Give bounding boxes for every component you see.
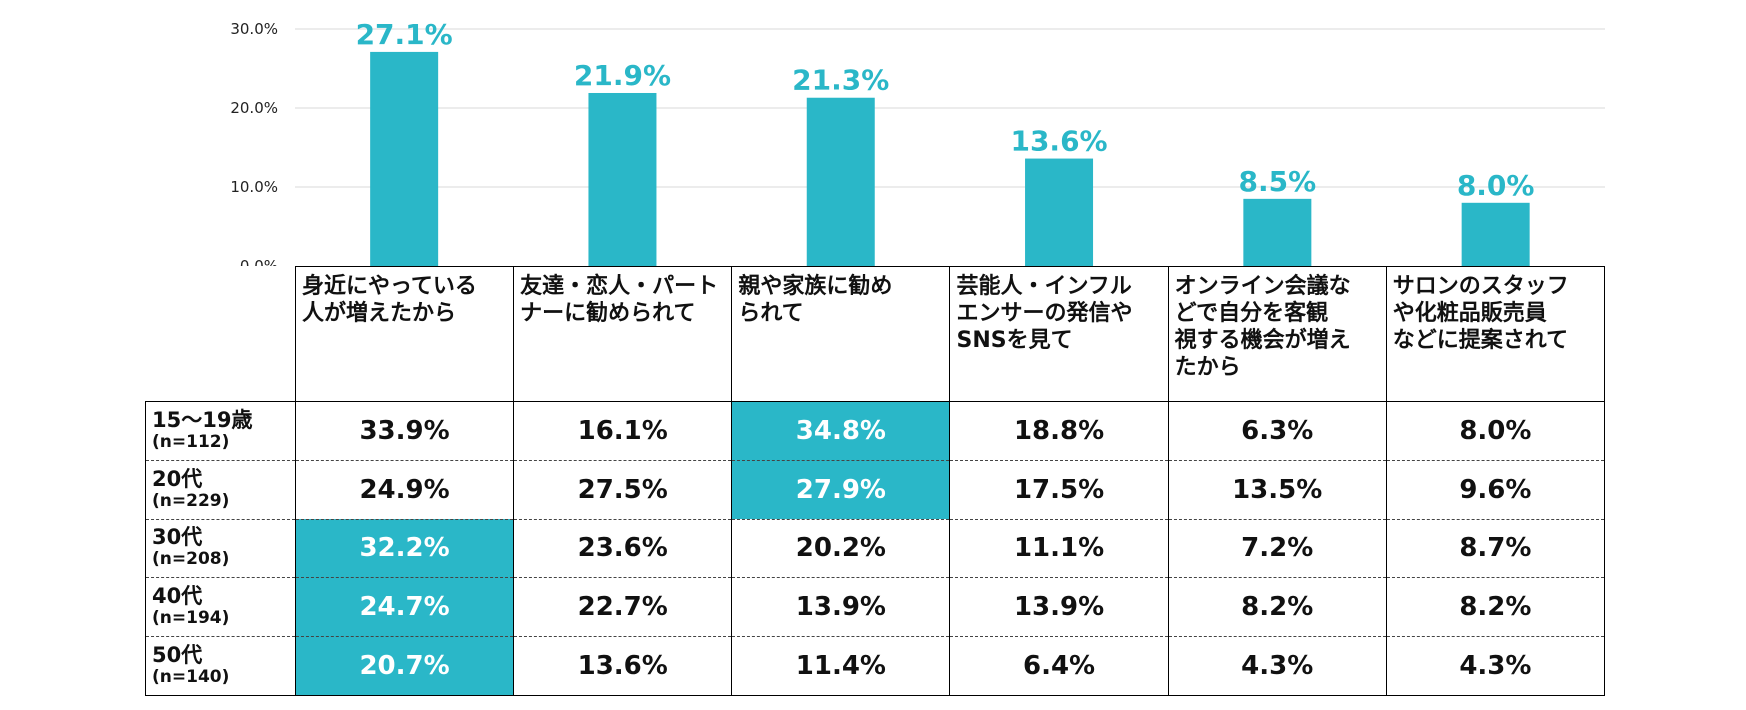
table-cell: 8.2% [1167, 577, 1387, 638]
bar-chart: 0.0% 10.0% 20.0% 30.0% 27.1% 21.9% 21.3% 13.6% 8… [230, 18, 1605, 266]
bar [588, 92, 657, 266]
table-row: 50代 (n=140) 20.7% 13.6% 11.4% 6.4% 4.3% 4.3% [145, 636, 1606, 696]
group-label: 20代 (n=229) [145, 459, 296, 520]
group-label: 15～19歳 (n=112) [145, 401, 296, 461]
category-label: オンライン会議な どで自分を客観 視する機会が増え たから [1167, 266, 1387, 402]
bar-value-label: 8.5% [1239, 165, 1317, 198]
table-cell: 16.1% [513, 401, 733, 461]
table-cell: 4.3% [1167, 636, 1387, 696]
table-cell: 24.7% [294, 577, 515, 638]
category-label: 友達・恋人・パート ナーに勧められて [513, 266, 733, 402]
bar [1243, 198, 1312, 266]
bar [1025, 158, 1094, 266]
table-cell: 27.9% [731, 459, 951, 520]
table-cell: 20.2% [731, 518, 951, 579]
table-row: 20代 (n=229) 24.9% 27.5% 27.9% 17.5% 13.5% 9.6% [145, 459, 1606, 520]
table-cell: 23.6% [513, 518, 733, 579]
bar-value-label: 13.6% [1010, 125, 1107, 158]
bar-value-label: 8.0% [1457, 169, 1535, 202]
table-cell: 22.7% [513, 577, 733, 638]
table-row: 40代 (n=194) 24.7% 22.7% 13.9% 13.9% 8.2% 8.2% [145, 577, 1606, 638]
table-cell: 4.3% [1385, 636, 1606, 696]
group-label: 30代 (n=208) [145, 518, 296, 579]
group-label: 50代 (n=140) [145, 636, 296, 696]
category-header-row: 身近にやっている 人が増えたから 友達・恋人・パート ナーに勧められて 親や家族に勧めら… [145, 266, 1606, 402]
table-cell: 11.1% [949, 518, 1169, 579]
bar-value-label: 27.1% [356, 18, 453, 51]
bar [370, 51, 439, 266]
table-cell: 27.5% [513, 459, 733, 520]
table-cell: 13.5% [1167, 459, 1387, 520]
table-row: 15～19歳 (n=112) 33.9% 16.1% 34.8% 18.8% 6.3% 8.0… [145, 401, 1606, 461]
table-cell: 9.6% [1385, 459, 1606, 520]
category-label: サロンのスタッフ や化粧品販売員 などに提案されて [1385, 266, 1606, 402]
table-cell: 20.7% [294, 636, 515, 696]
table-cell: 11.4% [731, 636, 951, 696]
table-cell: 6.3% [1167, 401, 1387, 461]
bar [1461, 202, 1530, 266]
bar [806, 97, 875, 266]
table-cell: 7.2% [1167, 518, 1387, 579]
table-cell: 18.8% [949, 401, 1169, 461]
table-cell: 13.9% [949, 577, 1169, 638]
table-row: 30代 (n=208) 32.2% 23.6% 20.2% 11.1% 7.2% 8.7% [145, 518, 1606, 579]
breakdown-table: 身近にやっている 人が増えたから 友達・恋人・パート ナーに勧められて 親や家族に勧めら… [145, 266, 1606, 696]
table-cell: 33.9% [294, 401, 515, 461]
category-label: 身近にやっている 人が増えたから [294, 266, 515, 402]
table-corner [145, 266, 296, 402]
group-label: 40代 (n=194) [145, 577, 296, 638]
y-tick-label: 0.0% [240, 257, 278, 266]
table-cell: 17.5% [949, 459, 1169, 520]
table-cell: 13.9% [731, 577, 951, 638]
table-cell: 8.7% [1385, 518, 1606, 579]
category-label: 芸能人・インフル エンサーの発信や SNSを見て [949, 266, 1169, 402]
y-tick-label: 30.0% [230, 20, 278, 38]
table-cell: 8.0% [1385, 401, 1606, 461]
y-tick-label: 10.0% [230, 178, 278, 196]
y-tick-label: 20.0% [230, 99, 278, 117]
table-cell: 6.4% [949, 636, 1169, 696]
table-cell: 24.9% [294, 459, 515, 520]
table-cell: 34.8% [731, 401, 951, 461]
bar-value-label: 21.9% [574, 59, 671, 92]
table-cell: 13.6% [513, 636, 733, 696]
table-cell: 8.2% [1385, 577, 1606, 638]
bar-value-label: 21.3% [792, 64, 889, 97]
category-label: 親や家族に勧め られて [731, 266, 951, 402]
table-cell: 32.2% [294, 518, 515, 579]
